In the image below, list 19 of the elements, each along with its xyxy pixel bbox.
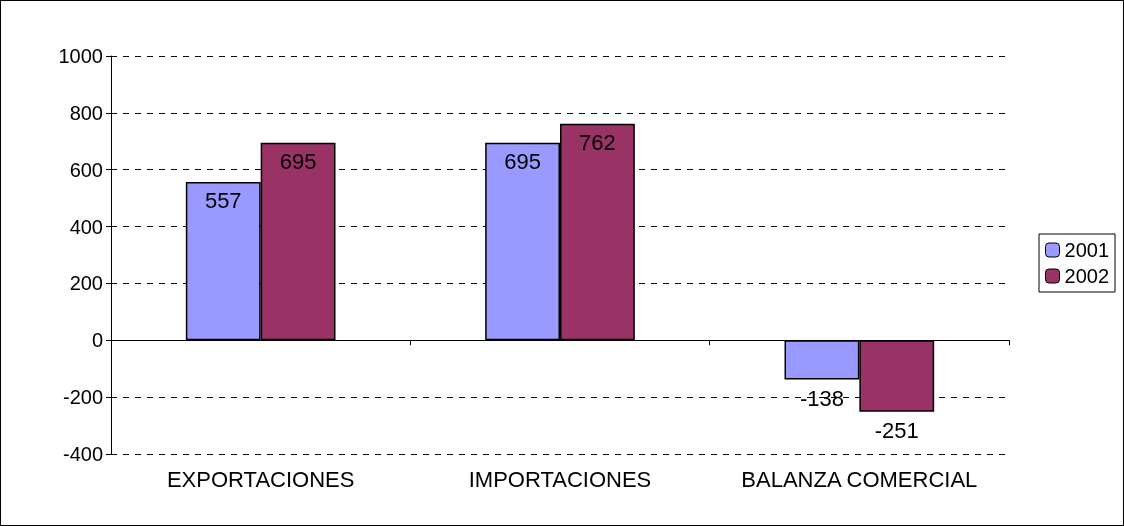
y-tick-label: 1000 [58,45,103,67]
y-tick-label: -200 [62,386,103,409]
y-tick-label: 0 [91,329,103,352]
x-tick-label: IMPORTACIONES [468,466,652,492]
data-label: 695 [279,149,317,175]
data-label: 762 [579,130,616,156]
legend-label: 2002 [1064,265,1110,287]
legend-label: 2001 [1064,239,1110,261]
x-tick-label: BALANZA COMERCIAL [741,466,978,492]
x-tick-label: EXPORTACIONES [166,466,355,492]
y-tick-label: 200 [69,272,103,295]
data-label: -251 [874,418,919,444]
data-label: 695 [504,149,541,175]
y-tick-label: -400 [62,443,103,465]
y-tick-label: 800 [69,101,103,124]
data-label: 557 [204,188,242,214]
data-label: -138 [799,386,844,412]
y-tick-label: 400 [69,215,103,238]
y-tick-label: 600 [69,158,103,181]
